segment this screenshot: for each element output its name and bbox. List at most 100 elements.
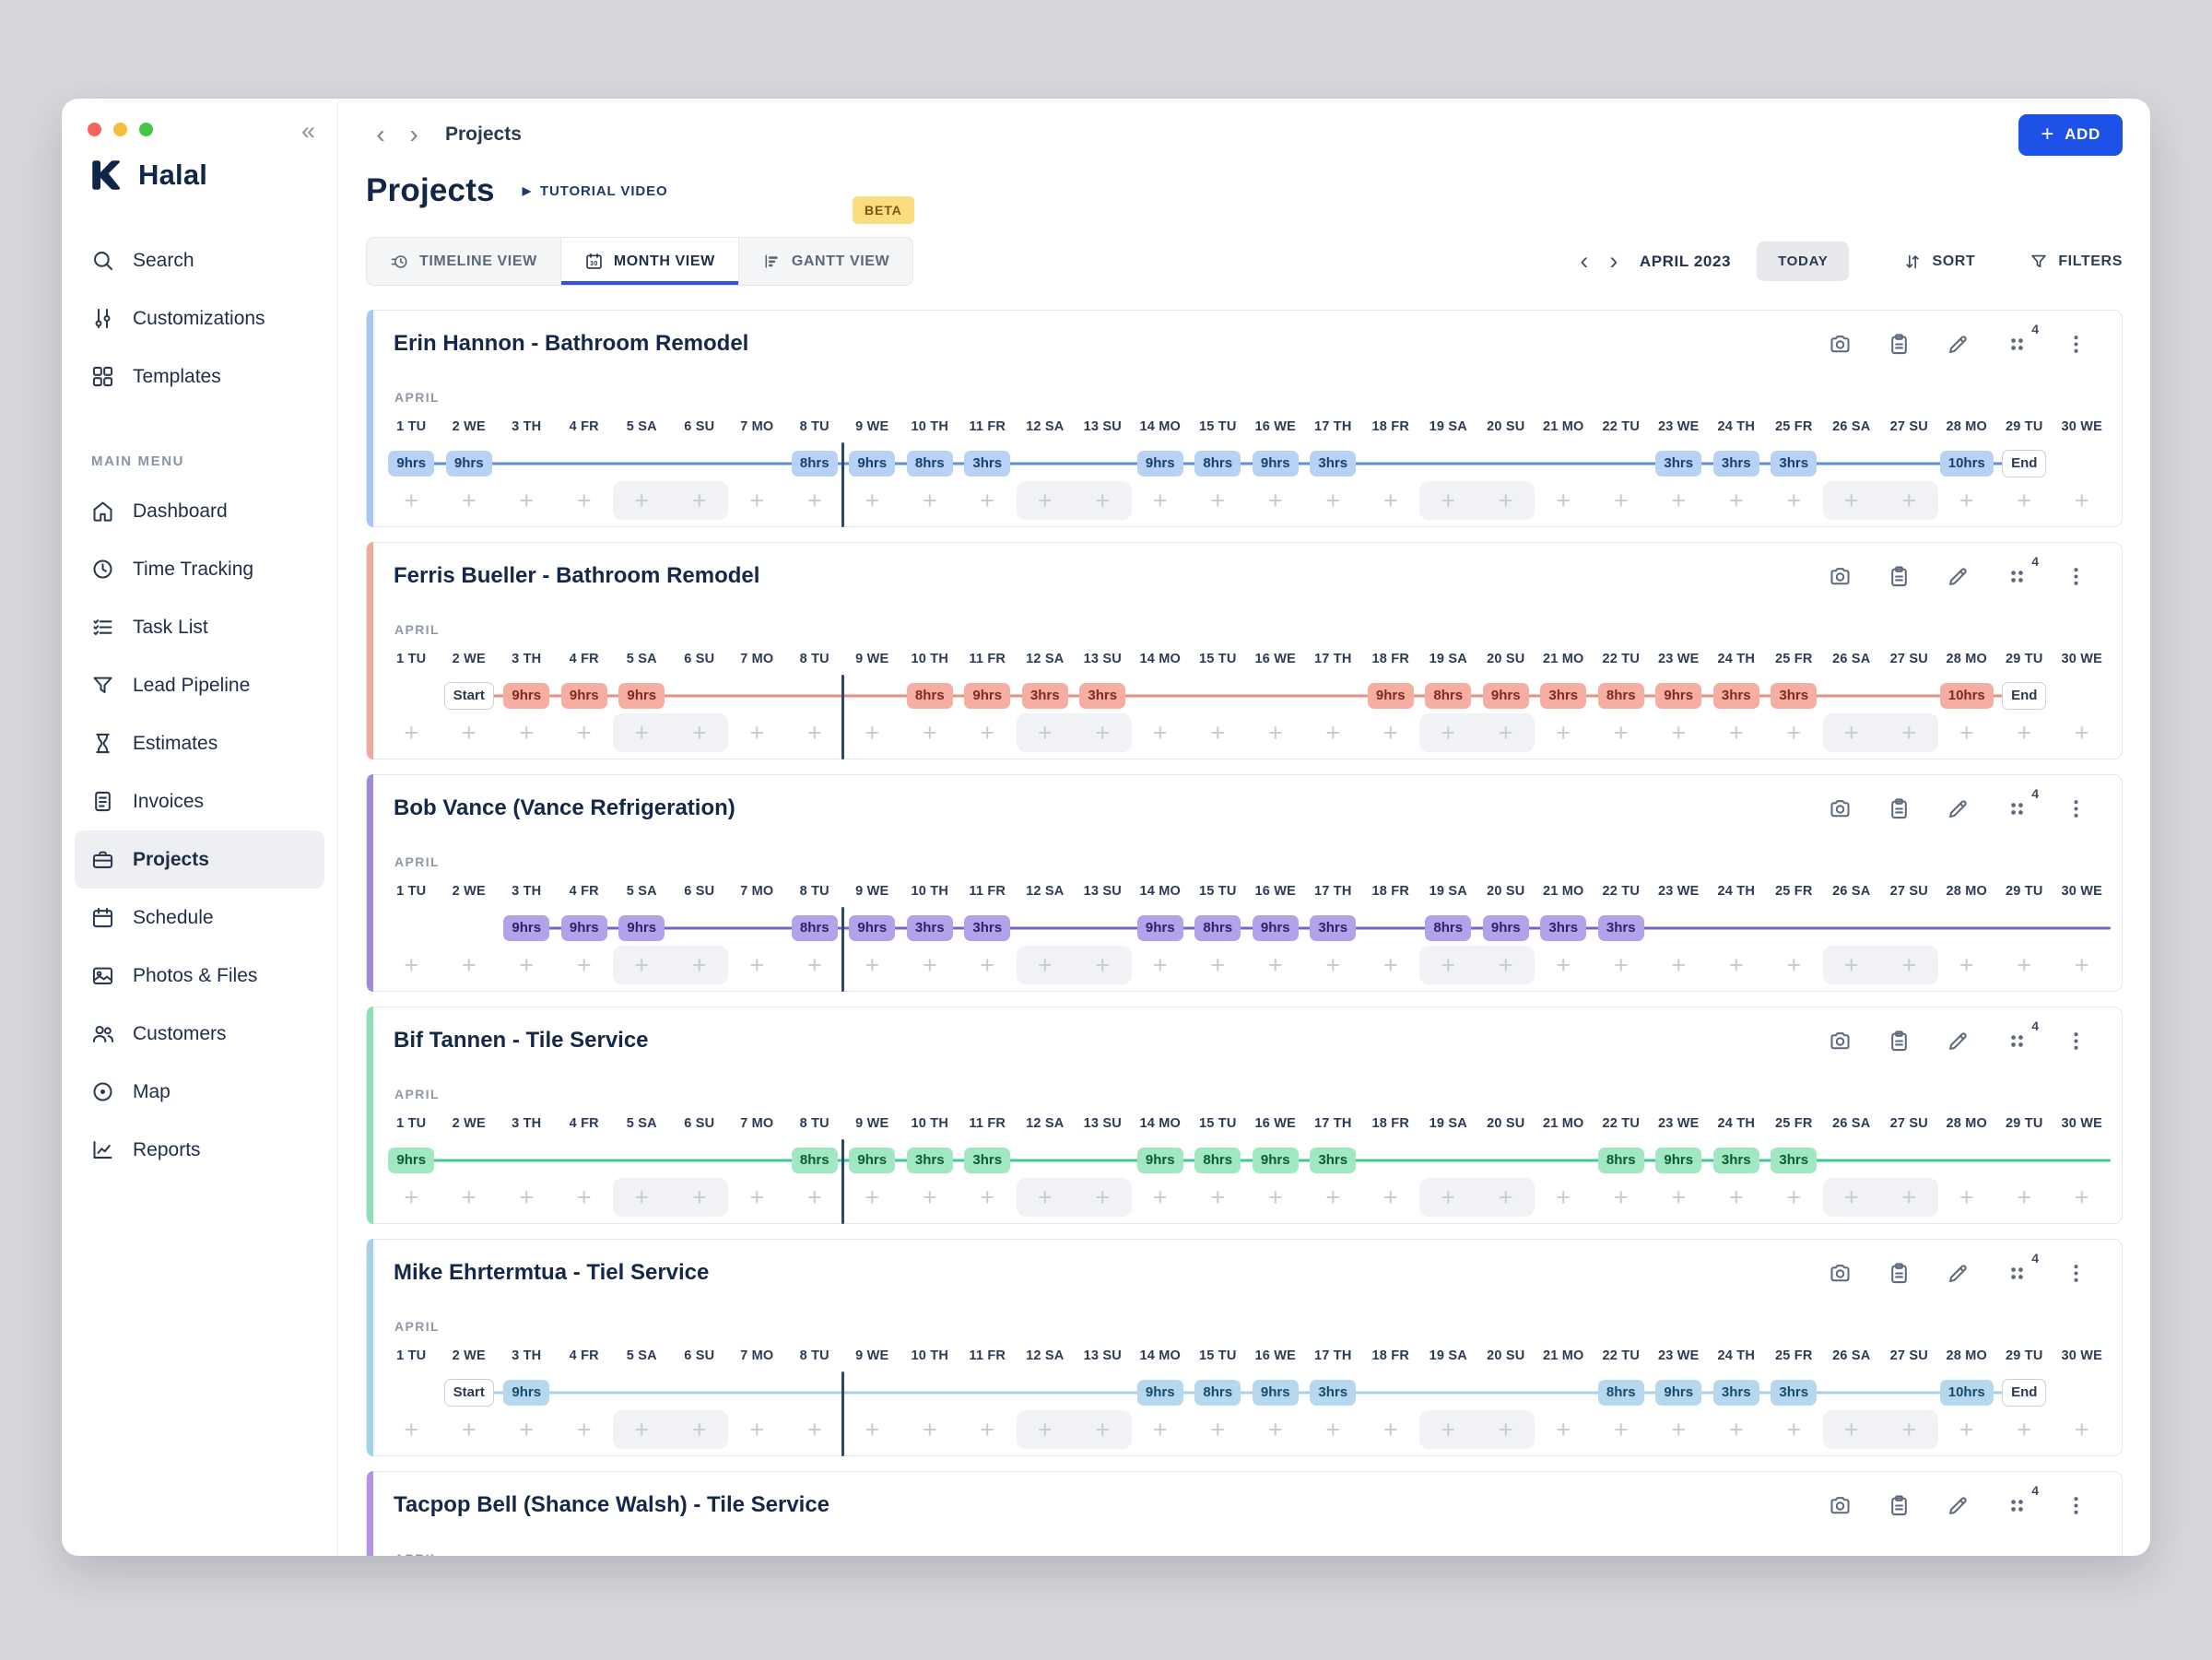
hours-chip[interactable]: 9hrs <box>1482 683 1529 709</box>
add-entry-button[interactable]: + <box>1189 946 1247 984</box>
edit-icon[interactable] <box>1946 1029 1971 1054</box>
add-entry-button[interactable]: + <box>556 1178 614 1217</box>
sidebar-item-map[interactable]: Map <box>75 1063 324 1121</box>
hours-chip[interactable]: 9hrs <box>849 1148 896 1173</box>
add-entry-button[interactable]: + <box>1995 481 2053 520</box>
add-entry-button[interactable]: + <box>1304 713 1362 752</box>
team-icon[interactable]: 4 <box>2005 1018 2039 1054</box>
add-entry-button[interactable]: + <box>2053 1410 2112 1449</box>
nav-forward-button[interactable]: › <box>399 122 429 147</box>
add-entry-button[interactable]: + <box>670 1178 728 1217</box>
add-entry-button[interactable]: + <box>1938 1410 1996 1449</box>
add-entry-button[interactable]: + <box>1708 1410 1766 1449</box>
add-entry-button[interactable]: + <box>1880 713 1938 752</box>
add-entry-button[interactable]: + <box>1189 1178 1247 1217</box>
zoom-button[interactable] <box>139 123 153 136</box>
add-entry-button[interactable]: + <box>1419 713 1477 752</box>
hours-chip[interactable]: 3hrs <box>1021 683 1068 709</box>
add-entry-button[interactable]: + <box>1650 481 1708 520</box>
hours-chip[interactable]: 3hrs <box>1712 683 1759 709</box>
add-entry-button[interactable]: + <box>728 481 786 520</box>
add-entry-button[interactable]: + <box>1650 946 1708 984</box>
add-entry-button[interactable]: + <box>786 1410 844 1449</box>
add-entry-button[interactable]: + <box>728 1410 786 1449</box>
add-entry-button[interactable]: + <box>901 946 959 984</box>
hours-chip[interactable]: 9hrs <box>849 451 896 477</box>
add-entry-button[interactable]: + <box>1477 1178 1535 1217</box>
team-icon[interactable]: 4 <box>2005 322 2039 357</box>
add-entry-button[interactable]: + <box>441 713 499 752</box>
add-entry-button[interactable]: + <box>843 713 901 752</box>
hours-chip[interactable]: 9hrs <box>964 683 1011 709</box>
add-entry-button[interactable]: + <box>1419 946 1477 984</box>
add-entry-button[interactable]: + <box>1189 713 1247 752</box>
add-entry-button[interactable]: + <box>1074 481 1132 520</box>
sidebar-item-task-list[interactable]: Task List <box>75 598 324 656</box>
add-entry-button[interactable]: + <box>1593 481 1651 520</box>
close-button[interactable] <box>88 123 101 136</box>
prev-month-button[interactable]: ‹ <box>1570 249 1599 274</box>
add-entry-button[interactable]: + <box>786 713 844 752</box>
edit-icon[interactable] <box>1946 332 1971 357</box>
add-entry-button[interactable]: + <box>901 713 959 752</box>
add-entry-button[interactable]: + <box>556 946 614 984</box>
sidebar-item-customers[interactable]: Customers <box>75 1005 324 1063</box>
hours-chip[interactable]: 9hrs <box>1252 451 1299 477</box>
edit-icon[interactable] <box>1946 1261 1971 1286</box>
team-icon[interactable]: 4 <box>2005 554 2039 589</box>
camera-icon[interactable] <box>1828 332 1853 357</box>
hours-chip[interactable]: 3hrs <box>1771 683 1818 709</box>
add-entry-button[interactable]: + <box>1593 713 1651 752</box>
add-entry-button[interactable]: + <box>1477 481 1535 520</box>
add-entry-button[interactable]: + <box>843 946 901 984</box>
add-entry-button[interactable]: + <box>728 713 786 752</box>
tab-timeline-view[interactable]: TIMELINE VIEW <box>366 237 561 286</box>
filters-button[interactable]: FILTERS <box>2029 252 2123 272</box>
add-entry-button[interactable]: + <box>441 946 499 984</box>
add-entry-button[interactable]: + <box>1247 481 1305 520</box>
add-entry-button[interactable]: + <box>959 946 1017 984</box>
hours-chip[interactable]: 9hrs <box>618 915 665 941</box>
hours-chip[interactable]: 9hrs <box>1252 1380 1299 1406</box>
hours-chip[interactable]: 9hrs <box>503 683 550 709</box>
add-entry-button[interactable]: + <box>1708 946 1766 984</box>
hours-chip[interactable]: 3hrs <box>1771 1148 1818 1173</box>
add-entry-button[interactable]: + <box>2053 946 2112 984</box>
add-entry-button[interactable]: + <box>1362 1410 1420 1449</box>
project-title[interactable]: Tacpop Bell (Shance Walsh) - Tile Servic… <box>394 1492 830 1517</box>
edit-icon[interactable] <box>1946 564 1971 589</box>
hours-chip[interactable]: 3hrs <box>1310 1380 1357 1406</box>
add-entry-button[interactable]: + <box>1535 1178 1593 1217</box>
tab-month-view[interactable]: 30 MONTH VIEW <box>559 237 739 286</box>
add-entry-button[interactable]: + <box>1132 1410 1190 1449</box>
add-entry-button[interactable]: + <box>1247 946 1305 984</box>
add-entry-button[interactable]: + <box>1880 481 1938 520</box>
hours-chip[interactable]: 8hrs <box>1194 1380 1241 1406</box>
hours-chip[interactable]: 9hrs <box>560 683 607 709</box>
sidebar-item-templates[interactable]: Templates <box>75 347 324 406</box>
add-button[interactable]: + ADD <box>2018 113 2123 156</box>
hours-chip[interactable]: 9hrs <box>1136 1148 1183 1173</box>
add-entry-button[interactable]: + <box>2053 1178 2112 1217</box>
add-entry-button[interactable]: + <box>1938 1178 1996 1217</box>
hours-chip[interactable]: 3hrs <box>1597 915 1644 941</box>
hours-chip[interactable]: 9hrs <box>503 1380 550 1406</box>
nav-back-button[interactable]: ‹ <box>366 122 395 147</box>
add-entry-button[interactable]: + <box>1016 713 1074 752</box>
hours-chip[interactable]: 8hrs <box>791 451 838 477</box>
add-entry-button[interactable]: + <box>1419 481 1477 520</box>
hours-chip[interactable]: 8hrs <box>1194 1148 1241 1173</box>
add-entry-button[interactable]: + <box>1938 946 1996 984</box>
add-entry-button[interactable]: + <box>382 481 441 520</box>
add-entry-button[interactable]: + <box>1016 946 1074 984</box>
sidebar-item-lead-pipeline[interactable]: Lead Pipeline <box>75 656 324 714</box>
add-entry-button[interactable]: + <box>1765 946 1823 984</box>
add-entry-button[interactable]: + <box>1650 1410 1708 1449</box>
add-entry-button[interactable]: + <box>959 1178 1017 1217</box>
add-entry-button[interactable]: + <box>2053 481 2112 520</box>
hours-chip[interactable]: 9hrs <box>1136 1380 1183 1406</box>
hours-chip[interactable]: 8hrs <box>791 1148 838 1173</box>
hours-chip[interactable]: 9hrs <box>445 451 492 477</box>
add-entry-button[interactable]: + <box>1593 1410 1651 1449</box>
add-entry-button[interactable]: + <box>1362 713 1420 752</box>
